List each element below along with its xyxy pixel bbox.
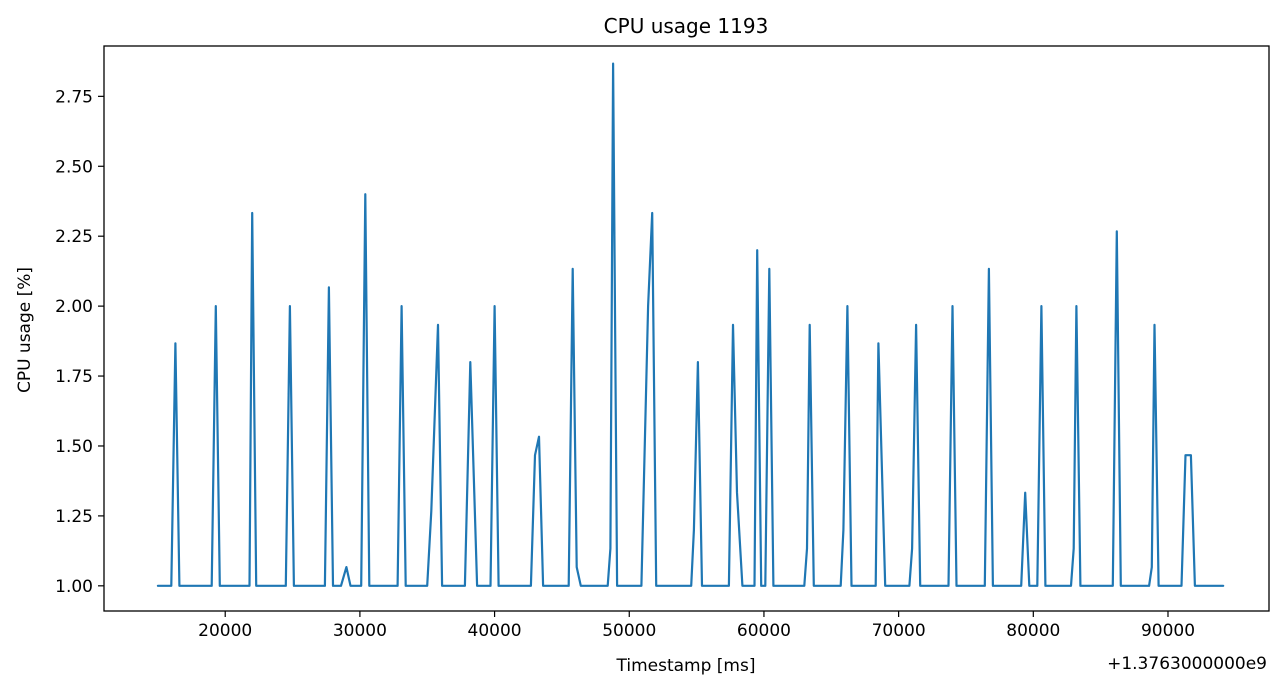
y-tick-label: 1.00 — [55, 577, 93, 597]
y-axis-label: CPU usage [%] — [15, 267, 35, 393]
x-tick-label: 50000 — [602, 621, 656, 641]
y-tick-label: 1.25 — [55, 507, 93, 527]
y-tick-label: 2.25 — [55, 227, 93, 247]
x-tick-label: 20000 — [198, 621, 252, 641]
y-tick-label: 1.50 — [55, 437, 93, 457]
chart-title: CPU usage 1193 — [604, 14, 769, 38]
y-tick-label: 2.50 — [55, 157, 93, 177]
y-axis-ticks: 1.00 1.25 1.50 1.75 2.00 2.25 2.50 2.75 — [55, 87, 104, 597]
y-tick-label: 2.00 — [55, 297, 93, 317]
series-layer — [156, 62, 1225, 587]
x-axis-label: Timestamp [ms] — [616, 656, 756, 676]
x-tick-label: 70000 — [872, 621, 926, 641]
x-tick-label: 90000 — [1141, 621, 1195, 641]
x-tick-label: 80000 — [1006, 621, 1060, 641]
series-line — [156, 62, 1225, 587]
x-axis-offset-label: +1.3763000000e9 — [1107, 654, 1267, 674]
x-tick-label: 30000 — [333, 621, 387, 641]
y-tick-label: 2.75 — [55, 87, 93, 107]
y-tick-label: 1.75 — [55, 367, 93, 387]
plot-frame — [103, 45, 1270, 612]
x-tick-label: 60000 — [737, 621, 791, 641]
x-tick-label: 40000 — [468, 621, 522, 641]
x-axis-ticks: 20000 30000 40000 50000 60000 70000 80000 90000 — [198, 611, 1195, 641]
